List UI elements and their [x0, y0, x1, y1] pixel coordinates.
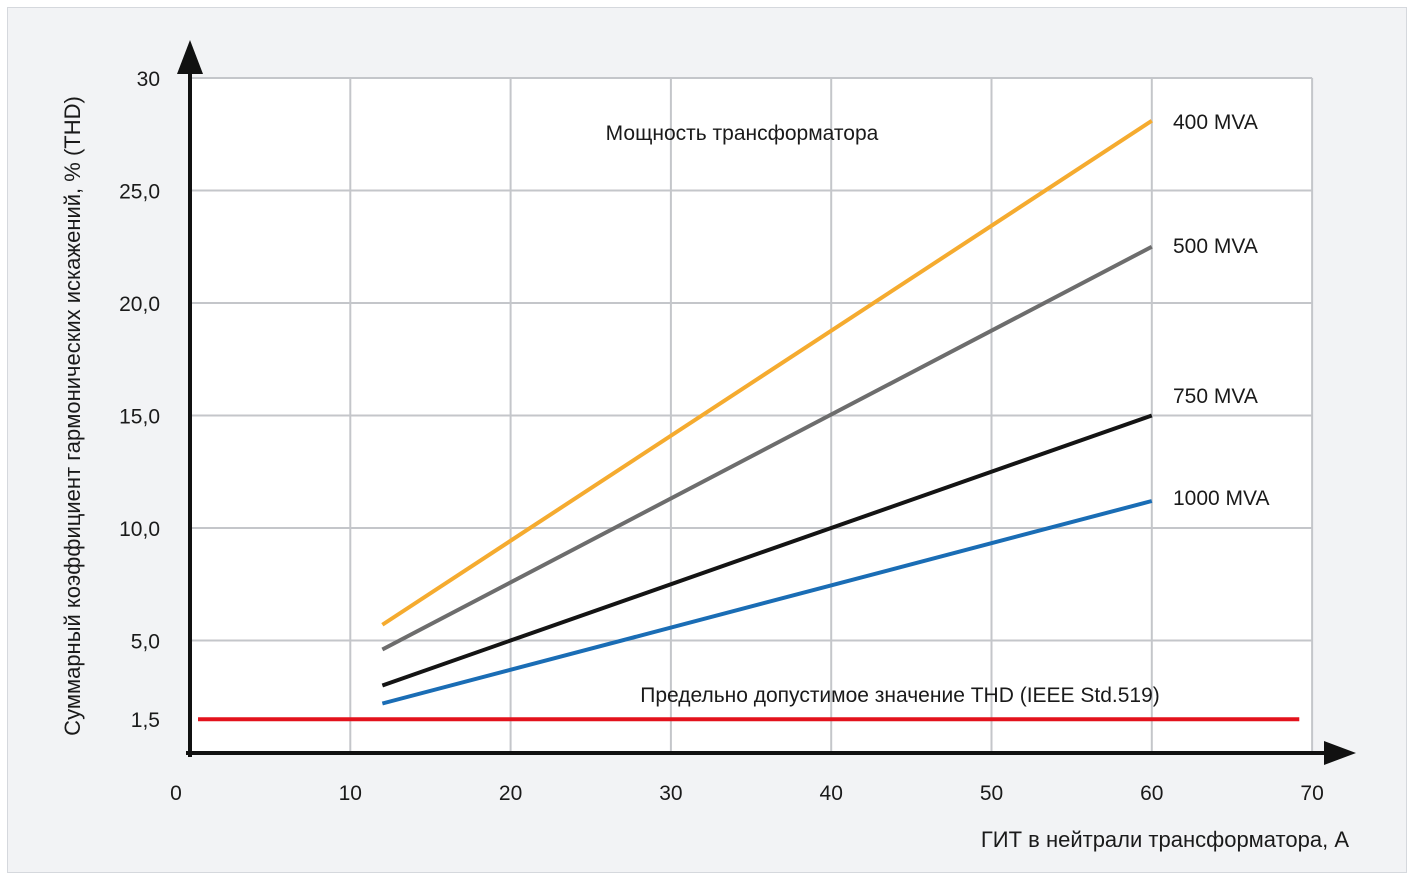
x-tick-labels: 0 10 20 30 40 50 60 70 [170, 782, 1324, 805]
y-tick-labels: 5,0 10,0 15,0 20,0 25,0 30 [119, 68, 160, 654]
y-gridlines [190, 77, 1313, 642]
series-label: 500 MVA [1173, 235, 1258, 258]
x-axis-title: ГИТ в нейтрали трансформатора, А [981, 827, 1349, 852]
series-line [381, 499, 1153, 706]
series-line [381, 119, 1153, 627]
x-tick-label: 60 [1140, 782, 1163, 805]
y-tick-label: 10,0 [119, 518, 160, 541]
series-label: 1000 MVA [1173, 487, 1270, 510]
x-tick-label: 20 [499, 782, 522, 805]
x-tick-label: 40 [820, 782, 843, 805]
x-axis-arrow [1324, 741, 1356, 765]
y-tick-label: 30 [137, 68, 160, 91]
y-axis-title: Суммарный коэффициент гармонических иска… [60, 96, 85, 736]
x-tick-label: 10 [339, 782, 362, 805]
y-tick-label: 20,0 [119, 293, 160, 316]
y-tick-label: 25,0 [119, 181, 160, 204]
y-tick-label: 5,0 [131, 631, 160, 654]
limit-annotation: Предельно допустимое значение THD (IEEE … [640, 684, 1160, 707]
x-tick-label: 30 [659, 782, 682, 805]
y-tick-label: 15,0 [119, 406, 160, 429]
legend-title: Мощность трансформатора [606, 122, 879, 145]
series-line [381, 244, 1153, 652]
series-lines [381, 119, 1153, 706]
series-labels: 400 MVA 500 MVA 750 MVA 1000 MVA [1173, 111, 1270, 510]
series-label: 750 MVA [1173, 385, 1258, 408]
series-line [381, 413, 1153, 688]
series-label: 400 MVA [1173, 111, 1258, 134]
y-axis-arrow [177, 40, 203, 74]
x-tick-label: 0 [170, 782, 182, 805]
x-tick-label: 50 [980, 782, 1003, 805]
limit-value-label: 1,5 [131, 709, 160, 732]
axes [177, 40, 1356, 765]
x-tick-label: 70 [1300, 782, 1323, 805]
